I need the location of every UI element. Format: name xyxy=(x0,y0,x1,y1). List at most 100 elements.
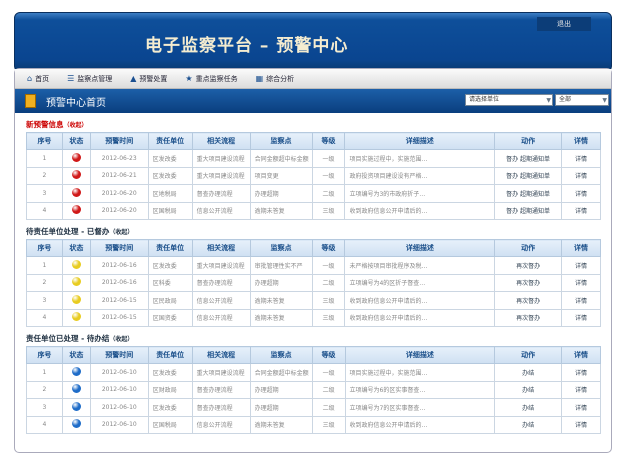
warning-time: 2012-06-23 xyxy=(89,149,149,168)
detail-link[interactable]: 详情 xyxy=(561,380,601,399)
nav-item[interactable]: ★ 重点监察任务 xyxy=(185,74,237,84)
star-icon: ★ xyxy=(185,73,193,83)
column-header: 监察点 xyxy=(249,239,313,257)
nav-item[interactable]: ⌂ 首页 xyxy=(27,74,49,84)
status-cell xyxy=(61,166,91,185)
description: 立项编号为6的区实事督查… xyxy=(344,380,496,399)
logout-button[interactable]: 退出 xyxy=(537,17,591,31)
detail-link[interactable]: 详情 xyxy=(561,363,601,382)
level: 一级 xyxy=(311,363,346,382)
row-index: 3 xyxy=(26,184,63,203)
description: 立项编号为7的区实事督查… xyxy=(344,398,496,417)
column-header: 详情 xyxy=(561,239,601,257)
status-blue-icon xyxy=(71,401,81,411)
nav-item[interactable]: ☰ 监察点管理 xyxy=(67,74,112,84)
warning-time: 2012-06-15 xyxy=(89,308,149,327)
level: 一级 xyxy=(311,256,346,275)
row-index: 2 xyxy=(26,273,63,292)
row-index: 1 xyxy=(26,256,63,275)
check-point: 逾期未答复 xyxy=(249,201,313,220)
related-process: 重大项目建设流程 xyxy=(191,256,251,275)
responsible-unit: 区国资委 xyxy=(147,308,193,327)
nav-item[interactable]: ▦ 综合分析 xyxy=(256,74,295,84)
warning-time: 2012-06-16 xyxy=(89,256,149,275)
nav-label: 监察点管理 xyxy=(77,74,113,83)
action-link[interactable]: 再次督办 xyxy=(494,291,563,310)
detail-link[interactable]: 详情 xyxy=(561,149,601,168)
collapse-link[interactable]: （收起） xyxy=(109,229,134,236)
detail-link[interactable]: 详情 xyxy=(561,308,601,327)
status-yellow-icon xyxy=(71,277,81,287)
warning-table: 序号 状态 预警时间 责任单位 相关流程 监察点 等级 详细描述 动作 详情 1 2012-06-… xyxy=(26,346,601,434)
detail-link[interactable]: 详情 xyxy=(561,291,601,310)
action-link[interactable]: 办结 xyxy=(494,415,563,434)
section-title-text: 责任单位已处理 - 待办结 xyxy=(26,334,110,343)
home-icon: ⌂ xyxy=(27,73,33,83)
status-cell xyxy=(61,201,91,220)
column-header: 详细描述 xyxy=(344,346,496,364)
action-link[interactable]: 办结 xyxy=(494,363,563,382)
table-row: 4 2012-06-20 区国税局 信息公开流程 逾期未答复 三级 收到政府信息… xyxy=(26,201,601,220)
column-header: 责任单位 xyxy=(147,132,193,150)
check-point: 办理超期 xyxy=(249,184,313,203)
row-index: 4 xyxy=(26,201,63,220)
action-link[interactable]: 再次督办 xyxy=(494,256,563,275)
detail-link[interactable]: 详情 xyxy=(561,201,601,220)
status-cell xyxy=(61,149,91,168)
related-process: 信息公开流程 xyxy=(191,415,251,434)
action-link[interactable]: 督办 超期通知单 xyxy=(494,184,563,203)
level: 三级 xyxy=(311,308,346,327)
action-link[interactable]: 督办 超期通知单 xyxy=(494,166,563,185)
description: 收到政府信息公开申请后的… xyxy=(344,415,496,434)
warning-time: 2012-06-10 xyxy=(89,415,149,434)
section-title-text: 待责任单位处理 - 已督办 xyxy=(26,227,110,236)
level: 二级 xyxy=(311,380,346,399)
column-header: 责任单位 xyxy=(147,346,193,364)
nav-label: 预警处置 xyxy=(139,74,168,83)
detail-link[interactable]: 详情 xyxy=(561,256,601,275)
action-link[interactable]: 再次督办 xyxy=(494,273,563,292)
column-header: 动作 xyxy=(494,346,563,364)
related-process: 督查办理流程 xyxy=(191,184,251,203)
action-link[interactable]: 再次督办 xyxy=(494,308,563,327)
level: 二级 xyxy=(311,273,346,292)
detail-link[interactable]: 详情 xyxy=(561,166,601,185)
status-cell xyxy=(61,184,91,203)
nav-item[interactable]: ▲ 预警处置 xyxy=(130,74,167,84)
scope-select[interactable]: 全部 ▼ xyxy=(555,94,609,106)
row-index: 2 xyxy=(26,166,63,185)
detail-link[interactable]: 详情 xyxy=(561,415,601,434)
check-point: 逾期未答复 xyxy=(249,415,313,434)
collapse-link[interactable]: （收起） xyxy=(109,336,134,343)
check-point: 合同金额超中标金额 xyxy=(249,363,313,382)
level: 三级 xyxy=(311,415,346,434)
action-link[interactable]: 办结 xyxy=(494,380,563,399)
detail-link[interactable]: 详情 xyxy=(561,398,601,417)
responsible-unit: 区发改委 xyxy=(147,398,193,417)
column-header: 等级 xyxy=(311,346,346,364)
detail-link[interactable]: 详情 xyxy=(561,184,601,203)
collapse-link[interactable]: （收起） xyxy=(63,122,88,129)
status-cell xyxy=(61,291,91,310)
warning-time: 2012-06-15 xyxy=(89,291,149,310)
related-process: 督查办理流程 xyxy=(191,380,251,399)
column-header: 等级 xyxy=(311,239,346,257)
description: 收到政府信息公开申请后的… xyxy=(344,308,496,327)
column-header: 监察点 xyxy=(249,132,313,150)
action-link[interactable]: 办结 xyxy=(494,398,563,417)
check-point: 办理超期 xyxy=(249,273,313,292)
responsible-unit: 区发改委 xyxy=(147,256,193,275)
unit-select-value: 请选择单位 xyxy=(469,96,500,103)
status-cell xyxy=(61,273,91,292)
status-yellow-icon xyxy=(71,312,81,322)
unit-select[interactable]: 请选择单位 ▼ xyxy=(465,94,553,106)
action-link[interactable]: 督办 超期通知单 xyxy=(494,149,563,168)
action-link[interactable]: 督办 超期通知单 xyxy=(494,201,563,220)
column-header: 相关流程 xyxy=(191,239,251,257)
check-point: 办理超期 xyxy=(249,398,313,417)
check-point: 办理超期 xyxy=(249,380,313,399)
status-red-icon xyxy=(71,205,81,215)
column-header: 详细描述 xyxy=(344,132,496,150)
page-title-bar: 预警中心首页 请选择单位 ▼ 全部 ▼ xyxy=(15,89,611,113)
detail-link[interactable]: 详情 xyxy=(561,273,601,292)
